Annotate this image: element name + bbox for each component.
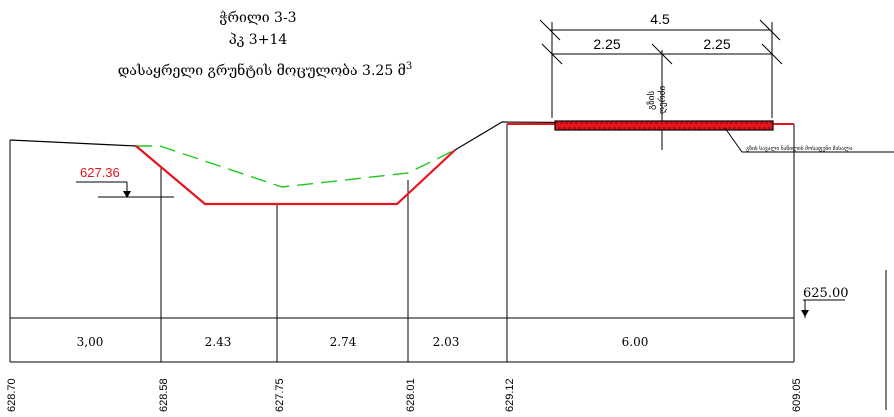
red-elevation-mark: 627.36	[80, 165, 120, 180]
road-axis-label-2: ღერძი	[657, 85, 667, 114]
datum-elevation: 625.00	[803, 286, 849, 301]
section-title: ჭრილი 3-3	[219, 9, 296, 26]
profile-frame	[9, 124, 887, 410]
existing-ground-line	[9, 139, 137, 147]
road-total-width: 4.5	[650, 11, 670, 27]
pavement-leader-line	[724, 127, 894, 153]
road-width-dimensions	[539, 19, 783, 150]
design-surface-line	[135, 145, 456, 206]
distance-label-3: 2.74	[330, 335, 357, 349]
road-half-width-right: 2.25	[703, 36, 730, 52]
ground-level-1: 628.70	[6, 378, 18, 412]
distance-label-1: 3,00	[77, 335, 104, 349]
road-half-width-left: 2.25	[593, 36, 620, 52]
ground-level-3: 627.75	[274, 378, 286, 412]
fill-volume-text: დასაყრელი გრუნტის მოცულობა 3.25 მ	[118, 61, 406, 79]
pavement-layer	[554, 120, 774, 131]
distance-label-2: 2.43	[205, 335, 232, 349]
ground-level-6: 609.05	[791, 378, 803, 412]
distance-label-4: 2.03	[433, 335, 460, 349]
road-axis-label-1: გზის	[646, 91, 656, 110]
pavement-layer-hatch	[554, 122, 774, 129]
ground-level-4: 628.01	[405, 378, 417, 412]
red-elevation-arrow	[123, 191, 131, 198]
fill-volume-label: დასაყრელი გრუნტის მოცულობა 3.25 მ3	[118, 61, 413, 79]
picket-label: პკ 3+14	[229, 31, 288, 48]
distance-label-5: 6.00	[622, 335, 649, 349]
fill-surface-line	[136, 145, 456, 188]
pavement-note: გზის სავალი ნაწილის მოსაფენი მასალა	[746, 145, 853, 152]
datum-marker	[803, 299, 845, 318]
fill-volume-unit-exponent: 3	[406, 61, 412, 72]
datum-arrow	[801, 310, 809, 317]
ground-level-5: 629.12	[504, 378, 516, 412]
ground-level-2: 628.58	[158, 378, 170, 412]
red-elevation-marker	[76, 181, 174, 198]
